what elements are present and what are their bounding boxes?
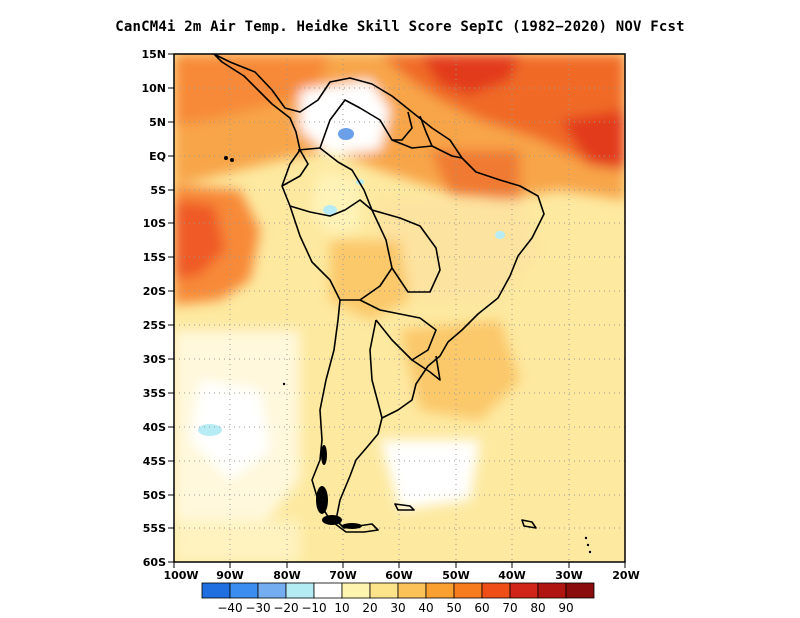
lat-label: EQ: [149, 150, 166, 163]
colorbar-swatch: [257, 582, 287, 599]
lat-label: 55S: [143, 522, 166, 535]
lon-label: 80W: [273, 569, 300, 582]
lat-label: 10S: [143, 217, 166, 230]
colorbar-swatch: [313, 582, 343, 599]
colorbar-label: 90: [558, 601, 573, 615]
colorbar-swatch: [509, 582, 539, 599]
lat-label: 50S: [143, 489, 166, 502]
lon-label: 30W: [555, 569, 582, 582]
colorbar-label: −40: [217, 601, 242, 615]
lon-label: 70W: [329, 569, 356, 582]
colorbar-swatch: [397, 582, 427, 599]
lat-label: 35S: [143, 387, 166, 400]
lat-label: 10N: [141, 82, 166, 95]
lon-label: 100W: [163, 569, 198, 582]
colorbar-swatch: [453, 582, 483, 599]
lat-label: 15S: [143, 251, 166, 264]
colorbar: [201, 582, 595, 599]
lat-label: 40S: [143, 421, 166, 434]
lon-label: 50W: [442, 569, 469, 582]
colorbar-swatch: [481, 582, 511, 599]
lon-label: 90W: [216, 569, 243, 582]
coastline: [213, 54, 545, 533]
colorbar-label: −30: [245, 601, 270, 615]
lat-lon-grid: [174, 54, 625, 562]
colorbar-label: 40: [418, 601, 433, 615]
colorbar-label: −20: [273, 601, 298, 615]
lon-label: 20W: [612, 569, 639, 582]
colorbar-label: 70: [502, 601, 517, 615]
lat-label: 20S: [143, 285, 166, 298]
colorbar-swatch: [565, 582, 595, 599]
colorbar-label: 30: [390, 601, 405, 615]
colorbar-swatch: [369, 582, 399, 599]
skill-field: [174, 54, 625, 562]
map-title: CanCM4i 2m Air Temp. Heidke Skill Score …: [115, 19, 685, 35]
lat-label: 5N: [149, 116, 166, 129]
lat-label: 60S: [143, 556, 166, 569]
colorbar-label: 10: [334, 601, 349, 615]
colorbar-swatch: [201, 582, 231, 599]
colorbar-label: 20: [362, 601, 377, 615]
colorbar-swatch: [229, 582, 259, 599]
colorbar-label: 50: [446, 601, 461, 615]
lat-label: 30S: [143, 353, 166, 366]
colorbar-label: 80: [530, 601, 545, 615]
fjord-coast: [224, 156, 592, 554]
lat-label: 45S: [143, 455, 166, 468]
colorbar-swatch: [285, 582, 315, 599]
lon-label: 60W: [385, 569, 412, 582]
colorbar-swatch: [425, 582, 455, 599]
colorbar-label: −10: [301, 601, 326, 615]
colorbar-swatch: [537, 582, 567, 599]
colorbar-label: 60: [474, 601, 489, 615]
lat-label: 15N: [141, 48, 166, 61]
colorbar-swatch: [341, 582, 371, 599]
lat-label: 5S: [150, 184, 166, 197]
lat-label: 25S: [143, 319, 166, 332]
lon-label: 40W: [498, 569, 525, 582]
